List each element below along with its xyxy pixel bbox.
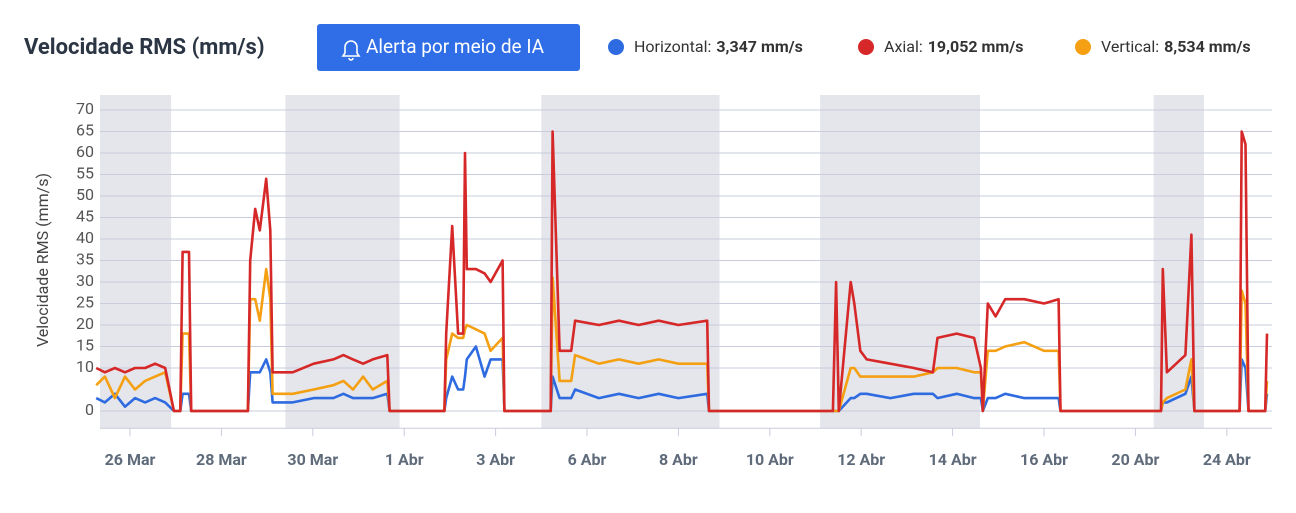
x-tick-label: 3 Abr (476, 450, 515, 469)
x-tick-label: 1 Abr (385, 450, 424, 469)
x-tick-label: 26 Mar (105, 450, 156, 469)
bell-icon (341, 40, 361, 61)
x-tick-label: 16 Abr (1020, 450, 1068, 469)
x-tick-label: 28 Mar (196, 450, 247, 469)
y-tick-label: 35 (76, 250, 94, 269)
y-axis-title: Velocidade RMS (mm/s) (33, 173, 52, 347)
y-tick-label: 50 (76, 185, 94, 204)
y-tick-label: 0 (85, 400, 94, 419)
y-tick-label: 45 (76, 207, 94, 226)
series-line (95, 130, 1269, 413)
y-tick-label: 30 (76, 271, 94, 290)
series-line (95, 267, 1269, 413)
x-tick-label: 20 Abr (1111, 450, 1159, 469)
y-tick-label: 60 (76, 142, 94, 161)
y-tick-label: 40 (76, 228, 94, 247)
x-tick-label: 14 Abr (929, 450, 977, 469)
legend-marker (1075, 39, 1091, 55)
x-tick-label: 10 Abr (746, 450, 794, 469)
y-tick-label: 20 (76, 314, 94, 333)
legend-value: 8,534 mm/s (1164, 37, 1251, 56)
legend-entry: Axial: 19,052 mm/s (884, 37, 1023, 56)
shaded-range (820, 95, 981, 429)
x-tick-label: 6 Abr (568, 450, 607, 469)
legend-value: 19,052 mm/s (928, 37, 1024, 56)
series-line (95, 345, 1269, 413)
ai-alert-button[interactable]: Alerta por meio de IA (317, 24, 580, 71)
x-tick-label: 24 Abr (1203, 450, 1251, 469)
legend-name: Axial: (884, 37, 923, 56)
legend-name: Vertical: (1101, 37, 1159, 56)
shaded-range (541, 95, 720, 429)
y-tick-label: 55 (76, 164, 94, 183)
chart-title: Velocidade RMS (mm/s) (24, 35, 265, 60)
x-tick-label: 8 Abr (659, 450, 698, 469)
x-tick-label: 30 Mar (287, 450, 338, 469)
y-tick-label: 70 (76, 99, 94, 118)
y-tick-label: 10 (76, 357, 94, 376)
y-tick-label: 65 (76, 121, 94, 140)
legend-name: Horizontal: (634, 37, 711, 56)
legend-marker (858, 39, 874, 55)
x-tick-label: 12 Abr (837, 450, 885, 469)
legend-entry: Vertical: 8,534 mm/s (1101, 37, 1251, 56)
legend-entry: Horizontal: 3,347 mm/s (634, 37, 803, 56)
legend-value: 3,347 mm/s (716, 37, 803, 56)
shaded-range (100, 95, 172, 429)
button-label[interactable]: Alerta por meio de IA (366, 35, 545, 58)
legend-marker (608, 39, 624, 55)
shaded-range (285, 95, 400, 429)
button-bg[interactable] (317, 24, 580, 71)
y-tick-label: 25 (76, 293, 94, 312)
y-tick-label: 15 (76, 336, 94, 355)
